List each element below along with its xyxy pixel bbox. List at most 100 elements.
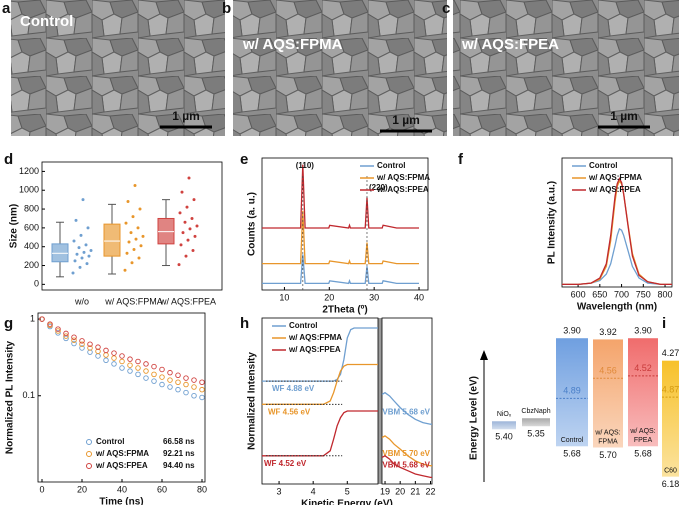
legend-lifetime: 92.21 ns bbox=[163, 449, 195, 458]
energy-bar bbox=[492, 421, 516, 430]
x-tick-label: 10 bbox=[279, 292, 289, 302]
x-tick-label: 20 bbox=[77, 484, 87, 494]
image-label: Control bbox=[20, 13, 73, 30]
data-point bbox=[183, 220, 187, 224]
bottom-level: 5.68 bbox=[563, 449, 581, 459]
x-tick-label: 750 bbox=[636, 289, 651, 299]
scale-label: 1 µm bbox=[392, 113, 420, 127]
energy-bar bbox=[628, 338, 658, 447]
data-point bbox=[81, 198, 85, 202]
data-point bbox=[103, 347, 109, 354]
panel-letter: h bbox=[240, 315, 249, 332]
bar-name: C60 bbox=[664, 467, 677, 474]
energy-bar bbox=[556, 338, 588, 447]
data-point bbox=[180, 190, 184, 194]
series-line bbox=[262, 210, 419, 265]
y-axis-label: PL Intensity (a.u.) bbox=[547, 181, 558, 264]
data-point bbox=[134, 237, 138, 241]
data-point bbox=[191, 384, 197, 390]
work-function-label: 4.56 bbox=[599, 366, 617, 376]
data-point bbox=[77, 246, 81, 250]
legend-label: w/ AQS:FPMA bbox=[95, 449, 149, 458]
legend-marker bbox=[86, 451, 92, 457]
data-point bbox=[78, 265, 82, 269]
scale-label: 1 µm bbox=[172, 109, 200, 123]
energy-bar bbox=[522, 418, 550, 427]
x-tick-label: w/ AQS:FPMA bbox=[104, 296, 163, 306]
x-tick-label: 650 bbox=[592, 289, 607, 299]
sem-image bbox=[11, 0, 225, 136]
bar-name: FPMA bbox=[598, 438, 618, 445]
legend-label: Control bbox=[96, 437, 124, 446]
sem-image bbox=[233, 0, 447, 136]
data-point bbox=[191, 392, 197, 399]
data-point bbox=[47, 321, 53, 327]
plot-frame bbox=[41, 161, 223, 291]
scale-label: 1 µm bbox=[610, 109, 638, 123]
panel-letter: e bbox=[240, 151, 248, 168]
data-point bbox=[199, 379, 205, 385]
bar-name: w/ AQS: bbox=[629, 428, 655, 435]
data-point bbox=[55, 326, 61, 332]
data-point bbox=[129, 231, 133, 235]
data-point bbox=[131, 215, 135, 219]
data-point bbox=[127, 362, 133, 368]
legend-label: w/ AQS:FPMA bbox=[288, 333, 342, 342]
x-tick-label: 20 bbox=[324, 292, 334, 302]
y-tick-label: 1 bbox=[30, 313, 35, 323]
energy-bar bbox=[593, 339, 623, 448]
data-point bbox=[127, 240, 131, 244]
data-point bbox=[119, 365, 125, 371]
annotation: VBM 5.68 eV bbox=[382, 407, 430, 416]
x-tick-label: 40 bbox=[117, 484, 127, 494]
bar-name: FPEA bbox=[634, 437, 653, 444]
data-point bbox=[183, 375, 189, 381]
bottom-level: 5.35 bbox=[527, 429, 545, 439]
data-point bbox=[193, 234, 197, 238]
data-point bbox=[167, 369, 173, 376]
legend-label: w/ AQS:FPEA bbox=[288, 345, 341, 354]
data-point bbox=[87, 254, 91, 258]
image-label: w/ AQS:FPMA bbox=[242, 36, 343, 53]
data-point bbox=[183, 389, 189, 396]
y-tick-label: 600 bbox=[24, 222, 39, 232]
data-point bbox=[167, 377, 173, 383]
bottom-level: 5.70 bbox=[599, 450, 617, 460]
annotation: (110) bbox=[296, 161, 315, 170]
top-level: 3.92 bbox=[599, 327, 617, 337]
data-point bbox=[80, 256, 84, 260]
data-point bbox=[195, 224, 199, 228]
work-function-label: 4.87 bbox=[662, 384, 679, 394]
x-tick-label: w/ AQS:FPEA bbox=[159, 296, 216, 306]
work-function-label: 4.52 bbox=[634, 363, 652, 373]
legend-label: w/ AQS:FPEA bbox=[95, 461, 148, 470]
data-point bbox=[95, 348, 101, 355]
legend-label: w/ AQS:FPEA bbox=[376, 185, 429, 194]
series-line bbox=[381, 391, 432, 425]
data-point bbox=[125, 251, 129, 255]
energy-bar bbox=[662, 360, 679, 477]
x-tick-label: 4 bbox=[311, 486, 316, 496]
annotation: WF 4.88 eV bbox=[272, 384, 315, 393]
data-point bbox=[85, 262, 89, 266]
top-level: 3.90 bbox=[634, 326, 652, 336]
y-tick-label: 1000 bbox=[19, 185, 39, 195]
y-axis-label: Energy Level (eV) bbox=[469, 376, 480, 460]
series-line bbox=[262, 254, 419, 285]
data-point bbox=[89, 248, 93, 252]
panel-letter: d bbox=[4, 151, 13, 168]
data-point bbox=[143, 368, 149, 374]
legend-lifetime: 66.58 ns bbox=[163, 437, 195, 446]
data-point bbox=[190, 216, 194, 220]
data-point bbox=[135, 371, 141, 378]
data-point bbox=[127, 356, 133, 362]
series-line bbox=[262, 164, 419, 229]
data-point bbox=[141, 234, 145, 238]
x-tick-label: w/o bbox=[74, 296, 89, 306]
plot-frame bbox=[261, 157, 429, 291]
panel-letter: i bbox=[662, 315, 666, 332]
annotation: WF 4.52 eV bbox=[264, 459, 307, 468]
bottom-level: 5.40 bbox=[495, 432, 513, 442]
data-point bbox=[103, 357, 109, 364]
plot-frame bbox=[561, 157, 673, 288]
